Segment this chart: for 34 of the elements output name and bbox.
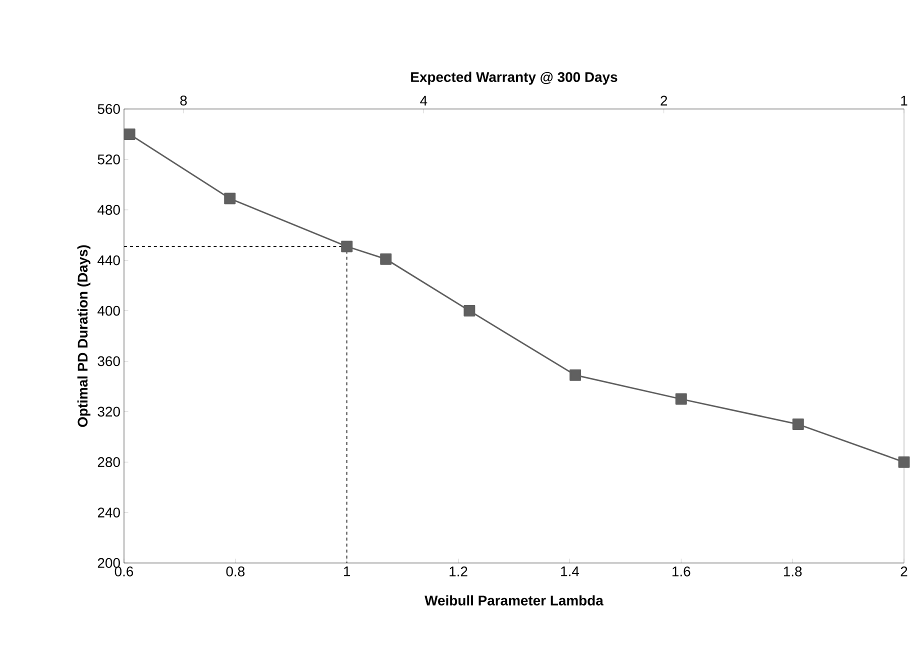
y-tick-label: 200 (98, 558, 120, 568)
point (464, 305, 476, 317)
point (675, 393, 687, 405)
point (380, 253, 392, 265)
x-tick-label: 1.8 (784, 566, 802, 576)
x2-tick-label: 8 (180, 96, 187, 106)
x-tick-label: 1.4 (561, 566, 579, 576)
y-tick-label: 360 (98, 356, 120, 366)
x-tick-label: 0.8 (226, 566, 245, 576)
x2-tick-label: 4 (420, 96, 428, 106)
y-tick-label: 400 (98, 306, 120, 316)
y-tick-label: 280 (98, 457, 120, 468)
x-tick-label: 2 (900, 566, 908, 576)
point (341, 240, 353, 252)
y-tick-label: 560 (98, 104, 120, 114)
y-tick-label: 320 (98, 406, 120, 417)
x2-axis-title: Expected Warranty @ 300 Days (411, 72, 618, 85)
point (124, 128, 136, 140)
x-tick-label: 1.2 (450, 566, 468, 576)
y-axis-title: Optimal PD Duration (Days) (77, 245, 90, 427)
x-axis-title: Weibull Parameter Lambda (424, 595, 604, 606)
x-tick-label: 1 (344, 566, 350, 576)
y-tick-label: 240 (98, 508, 120, 518)
point (792, 418, 804, 430)
point (224, 192, 236, 204)
point (570, 369, 582, 381)
x2-tick-label: 2 (660, 96, 668, 106)
y-tick-label: 440 (98, 255, 120, 266)
x-tick-label: 0.6 (114, 566, 134, 576)
point (898, 456, 910, 468)
x-tick-label: 1.6 (672, 566, 690, 576)
y-tick-label: 520 (98, 154, 120, 164)
x2-tick-label: 1 (901, 96, 908, 106)
y-tick-label: 480 (98, 204, 120, 215)
